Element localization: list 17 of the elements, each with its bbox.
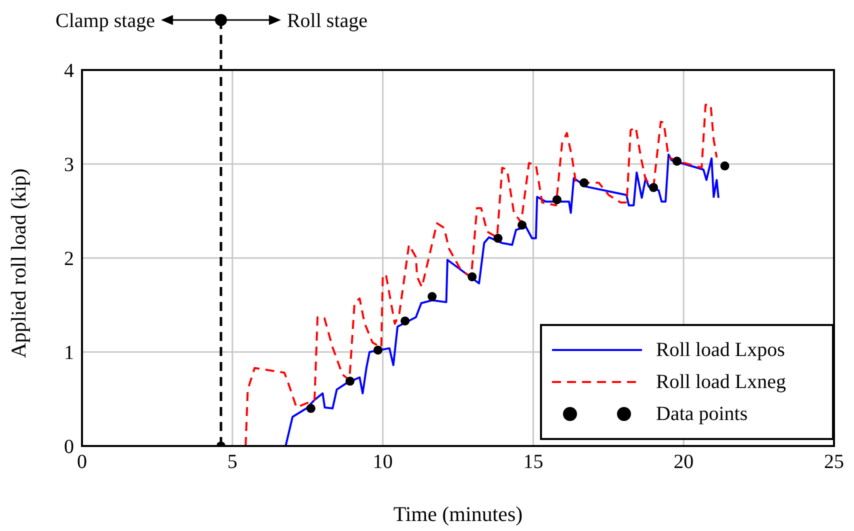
x-tick-label: 10: [372, 451, 393, 474]
legend-label: Roll load Lxneg: [656, 370, 786, 394]
x-tick-label: 15: [523, 451, 544, 474]
y-tick-label: 4: [64, 60, 74, 82]
x-tick-label: 5: [227, 451, 238, 474]
x-tick-label: 25: [824, 451, 844, 474]
y-tick-label: 1: [64, 342, 74, 364]
text: Roll stage: [286, 10, 368, 32]
y-tick-label: 0: [64, 436, 74, 458]
x-axis-title: Time (minutes): [393, 502, 523, 526]
y-tick-label: 2: [64, 248, 74, 270]
text: Clamp stage: [56, 10, 156, 32]
y-axis-title: Applied roll load (kip): [6, 168, 30, 358]
legend-label: Data points: [656, 402, 748, 426]
x-tick-label: 20: [674, 451, 694, 474]
y-tick-label: 3: [64, 154, 74, 176]
legend-label: Roll load Lxpos: [656, 338, 785, 362]
